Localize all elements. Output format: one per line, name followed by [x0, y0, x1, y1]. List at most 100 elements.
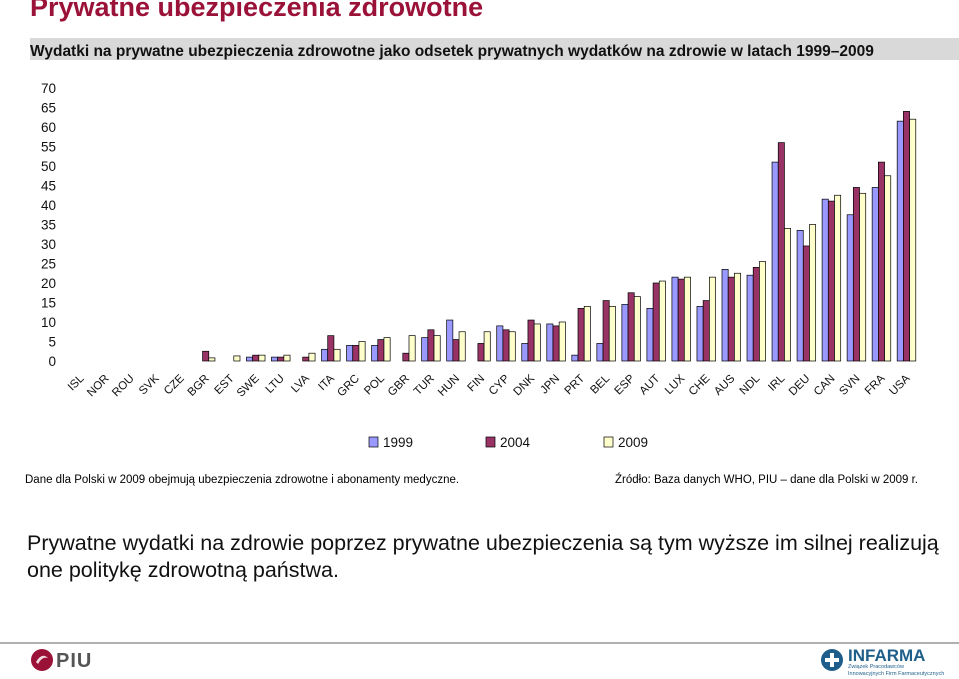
- bar-1999-che: [696, 306, 704, 362]
- x-tick-label: HUN: [436, 373, 462, 399]
- bar-1999-dnk: [521, 343, 529, 362]
- legend-label-1999: 1999: [383, 435, 413, 450]
- bar-2004-bel: [602, 300, 610, 362]
- legend-swatch-2004: [485, 436, 496, 448]
- bar-2004-bgr: [202, 350, 210, 362]
- source-note: Źródło: Baza danych WHO, PIU – dane dla …: [615, 474, 918, 486]
- y-tick-label: 70: [41, 81, 56, 96]
- bar-2009-gbr: [408, 335, 416, 362]
- bar-2004-pol: [377, 339, 385, 362]
- bar-2009-fin: [483, 331, 491, 362]
- bar-1999-esp: [621, 304, 629, 362]
- bar-1999-hun: [446, 319, 454, 362]
- x-tick-label: USA: [887, 372, 912, 397]
- bar-2009-irl: [784, 228, 791, 362]
- legend-label-2009: 2009: [618, 435, 648, 450]
- y-tick-label: 55: [41, 140, 56, 155]
- bar-2004-swe: [252, 354, 260, 362]
- x-tick-label: AUT: [638, 373, 663, 398]
- x-tick-label: CZE: [162, 372, 187, 397]
- bar-2004-gbr: [402, 352, 410, 362]
- bar-2009-che: [708, 276, 716, 362]
- bar-1999-jpn: [546, 323, 554, 362]
- infarma-logo-subtext-1: Związek Pracodawców: [848, 664, 904, 670]
- x-tick-label: ITA: [316, 372, 337, 393]
- bar-1999-prt: [571, 354, 579, 362]
- bar-2004-che: [702, 300, 710, 362]
- bar-2004-ita: [327, 335, 335, 362]
- infarma-logo-text: INFARMA: [848, 646, 926, 665]
- bar-2009-ltu: [283, 354, 291, 362]
- y-tick-label: 5: [48, 335, 56, 350]
- bar-1999-deu: [796, 230, 804, 362]
- bar-2004-deu: [802, 245, 810, 362]
- y-tick-label: 65: [41, 101, 56, 116]
- bar-2004-prt: [577, 308, 585, 362]
- bar-2009-esp: [633, 296, 641, 362]
- y-tick-label: 45: [41, 179, 56, 194]
- x-tick-label: EST: [213, 373, 237, 397]
- bar-2009-dnk: [533, 323, 541, 362]
- bar-1999-bel: [596, 343, 604, 362]
- bar-2009-aut: [658, 280, 666, 362]
- bar-2009-fra: [884, 175, 892, 362]
- x-tick-label: DNK: [512, 372, 538, 398]
- x-tick-label: NOR: [85, 373, 112, 400]
- y-tick-label: 35: [41, 218, 56, 233]
- bar-1999-ltu: [271, 356, 279, 362]
- x-tick-label: SVK: [137, 372, 162, 397]
- bar-2009-grc: [358, 341, 366, 362]
- x-tick-label: IRL: [766, 372, 788, 394]
- conclusion-text: Prywatne wydatki na zdrowie poprzez pryw…: [27, 531, 939, 582]
- y-tick-label: 50: [41, 159, 56, 174]
- bar-1999-aus: [721, 269, 729, 362]
- bar-2009-svn: [859, 192, 867, 362]
- x-tick-label: PRT: [563, 373, 588, 398]
- y-tick-label: 10: [41, 315, 56, 330]
- bar-2009-prt: [583, 306, 591, 362]
- bar-2004-svn: [852, 187, 860, 362]
- x-tick-label: LTU: [264, 373, 287, 396]
- bar-2009-deu: [809, 224, 817, 362]
- note-poland: Dane dla Polski w 2009 obejmują ubezpiec…: [25, 474, 460, 486]
- x-tick-label: SVN: [837, 373, 862, 398]
- bar-2009-bgr: [208, 357, 216, 362]
- bar-2009-lva: [308, 352, 316, 362]
- bar-1999-tur: [421, 337, 429, 362]
- x-tick-label: AUS: [712, 372, 737, 397]
- bar-1999-irl: [771, 161, 779, 362]
- bar-2004-esp: [627, 292, 635, 362]
- x-tick-label: ESP: [613, 372, 638, 397]
- x-tick-label: NDL: [738, 372, 763, 397]
- bar-1999-ita: [321, 348, 329, 362]
- bar-2009-tur: [433, 335, 441, 362]
- bar-1999-grc: [346, 345, 354, 362]
- x-tick-label: ROU: [110, 373, 137, 400]
- bar-2009-ndl: [759, 261, 766, 362]
- bar-1999-fra: [871, 187, 879, 362]
- legend-swatch-1999: [368, 436, 379, 448]
- x-tick-label: GBR: [386, 373, 412, 399]
- bar-2004-lux: [677, 278, 685, 362]
- bar-2009-bel: [608, 306, 616, 362]
- x-tick-label: CAN: [812, 373, 838, 399]
- y-tick-label: 25: [41, 257, 56, 272]
- bars-group: [202, 111, 917, 362]
- legend-swatch-2009: [603, 436, 614, 448]
- x-tick-label: BEL: [588, 372, 612, 396]
- footer-divider: [0, 642, 959, 644]
- y-tick-label: 40: [41, 198, 56, 213]
- bar-2009-pol: [383, 337, 391, 362]
- bar-2009-aus: [734, 272, 741, 362]
- bar-2004-usa: [903, 111, 910, 362]
- bar-1999-swe: [246, 356, 253, 362]
- x-tick-label: DEU: [787, 373, 813, 399]
- bar-2004-can: [827, 200, 835, 362]
- bar-2009-ita: [333, 348, 341, 362]
- x-tick-label: POL: [362, 372, 387, 397]
- bar-2004-jpn: [552, 325, 560, 362]
- page-title: Prywatne ubezpieczenia zdrowotne: [30, 0, 484, 22]
- bar-2004-aus: [727, 276, 735, 362]
